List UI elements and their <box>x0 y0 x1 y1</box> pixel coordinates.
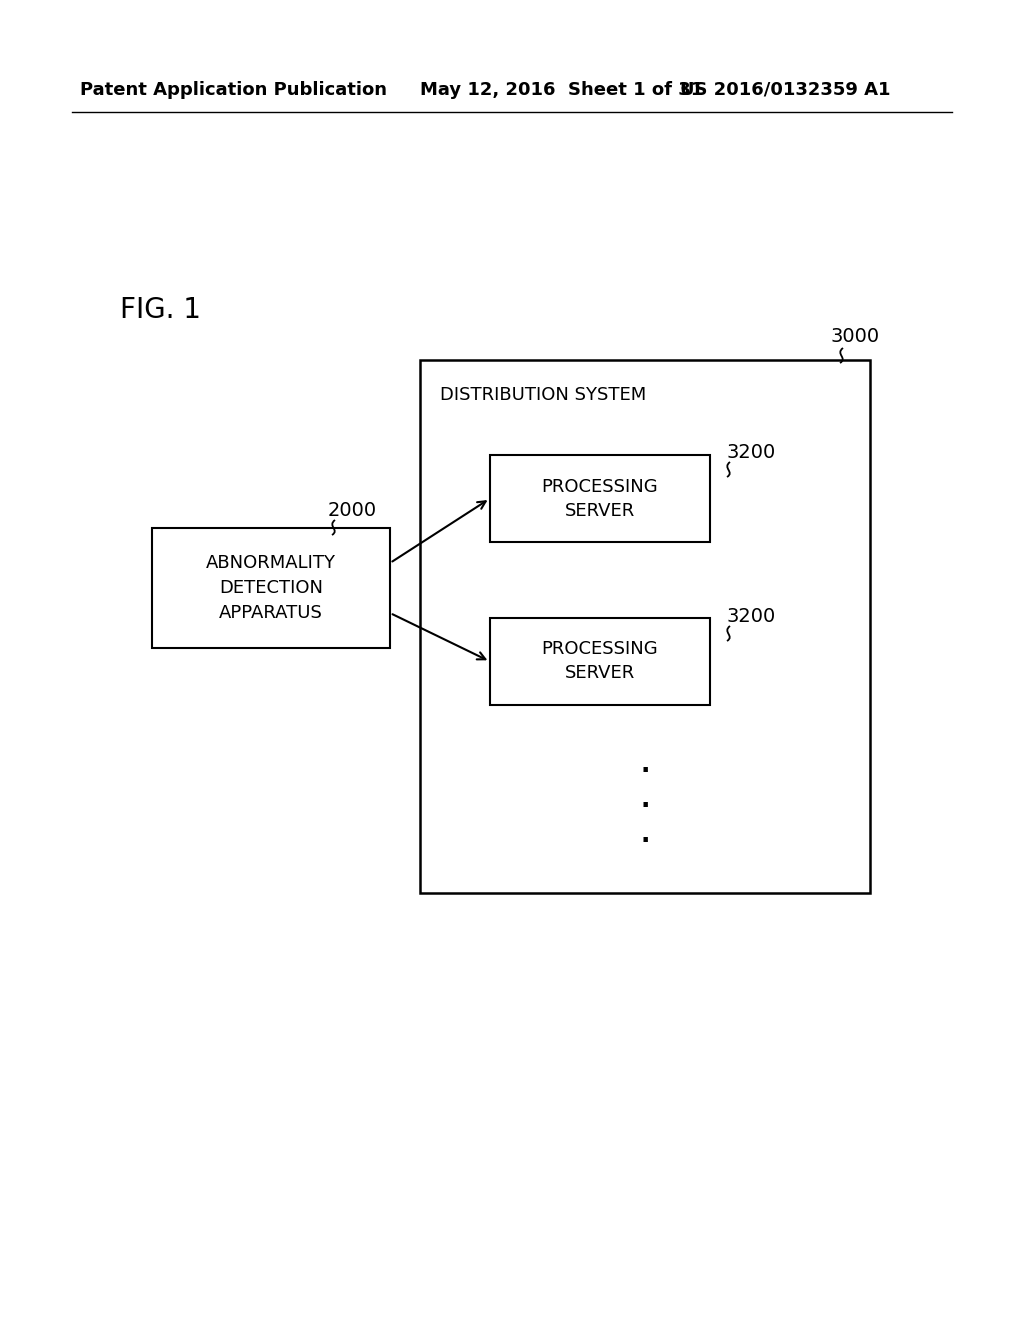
Text: ABNORMALITY: ABNORMALITY <box>206 554 336 572</box>
Text: SERVER: SERVER <box>565 664 635 682</box>
Text: 3200: 3200 <box>726 444 775 462</box>
Text: PROCESSING: PROCESSING <box>542 478 658 495</box>
Text: FIG. 1: FIG. 1 <box>120 296 201 323</box>
Text: 3000: 3000 <box>830 327 880 346</box>
Text: .: . <box>640 822 649 847</box>
Text: May 12, 2016  Sheet 1 of 31: May 12, 2016 Sheet 1 of 31 <box>420 81 703 99</box>
Text: 2000: 2000 <box>328 500 377 520</box>
Text: APPARATUS: APPARATUS <box>219 605 323 622</box>
Bar <box>152 528 390 648</box>
Text: PROCESSING: PROCESSING <box>542 640 658 659</box>
Bar <box>490 455 710 543</box>
Text: .: . <box>640 752 649 777</box>
Text: DETECTION: DETECTION <box>219 579 323 597</box>
Bar <box>490 618 710 705</box>
Text: DISTRIBUTION SYSTEM: DISTRIBUTION SYSTEM <box>440 385 646 404</box>
Text: .: . <box>640 788 649 812</box>
Text: US 2016/0132359 A1: US 2016/0132359 A1 <box>680 81 891 99</box>
Bar <box>420 360 870 894</box>
Text: SERVER: SERVER <box>565 502 635 520</box>
Text: Patent Application Publication: Patent Application Publication <box>80 81 387 99</box>
Text: 3200: 3200 <box>726 607 775 627</box>
